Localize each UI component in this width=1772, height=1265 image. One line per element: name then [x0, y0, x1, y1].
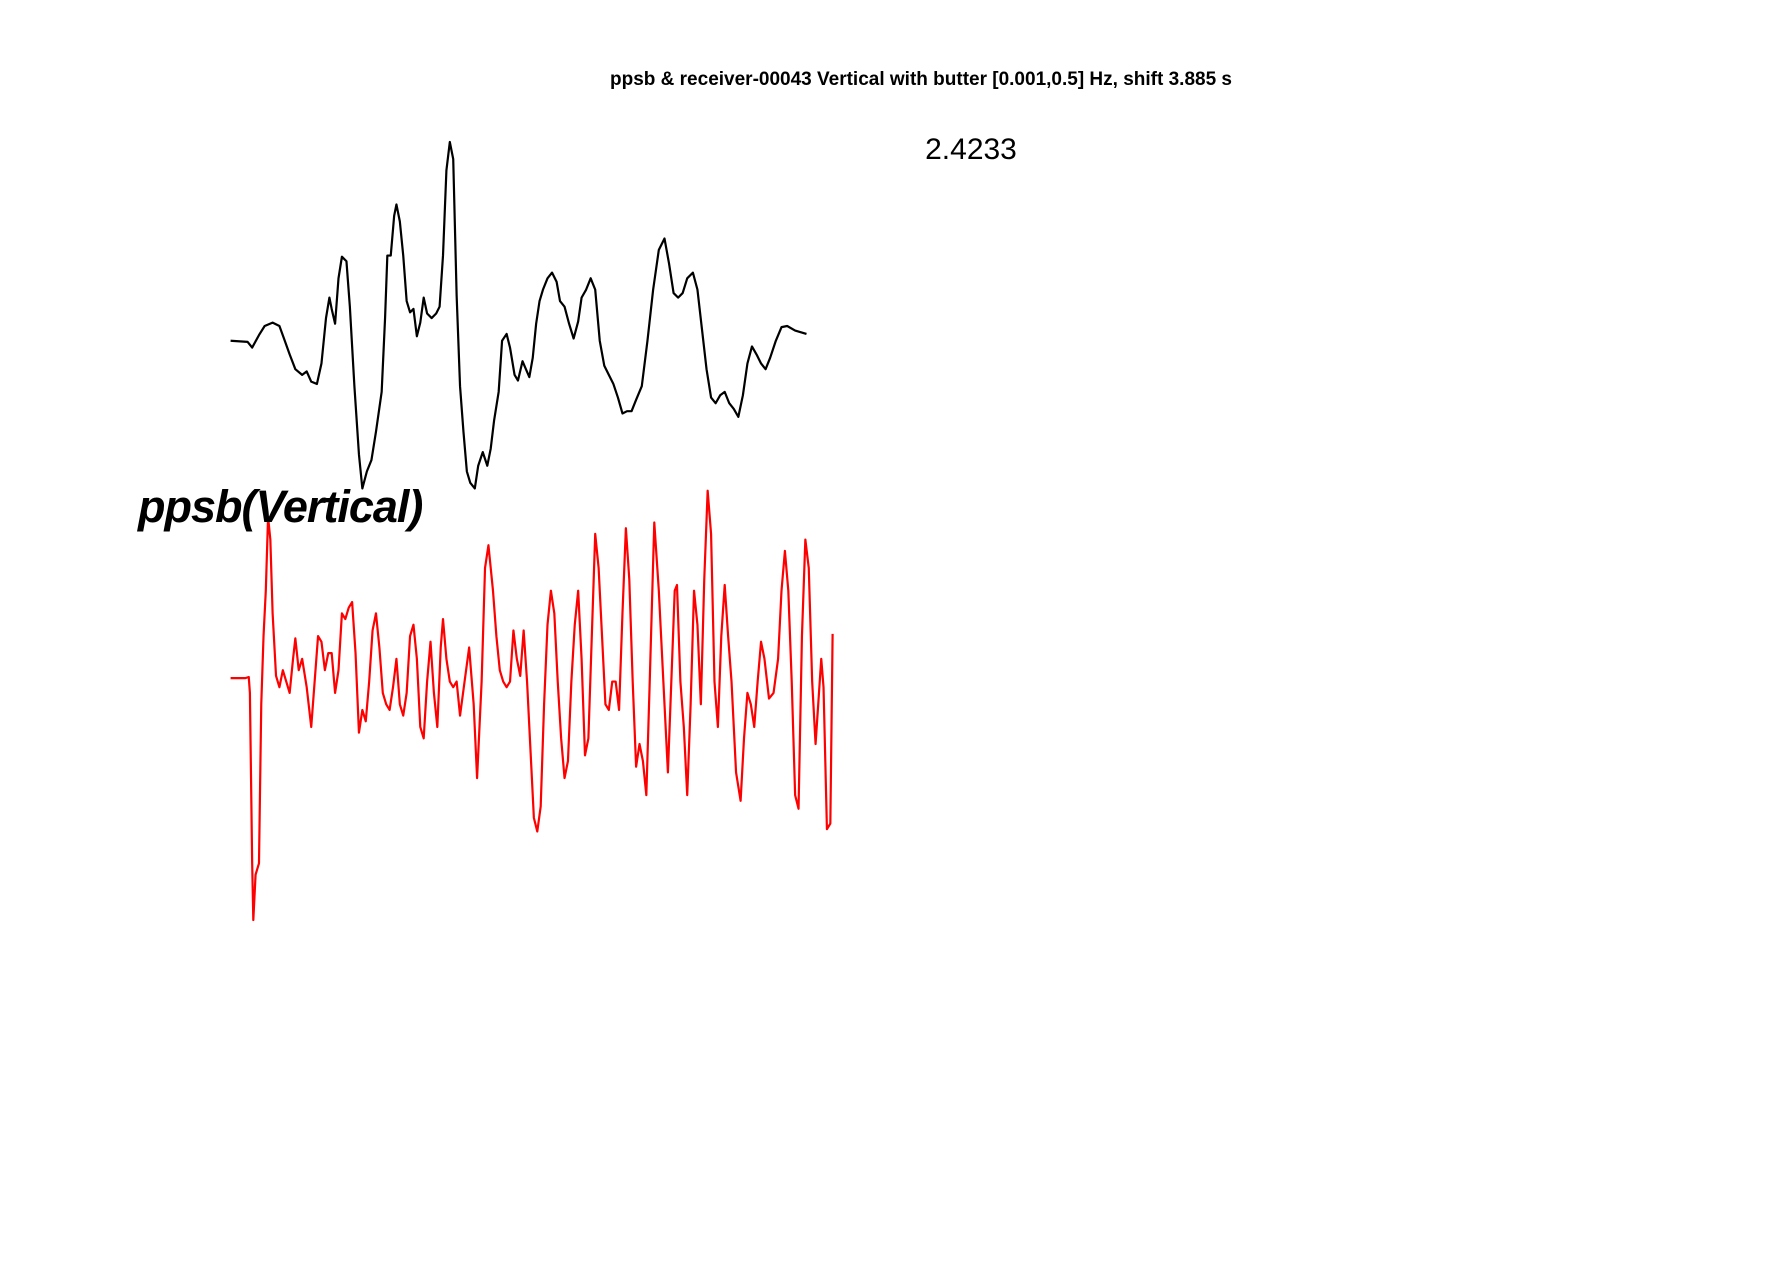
trace — [230, 489, 834, 922]
chart-title: ppsb & receiver-00043 Vertical with butt… — [610, 69, 1232, 90]
annotation: 2.4233 — [925, 133, 1017, 166]
trace-label: ppsb(Vertical) — [137, 481, 422, 532]
trace — [230, 140, 807, 490]
